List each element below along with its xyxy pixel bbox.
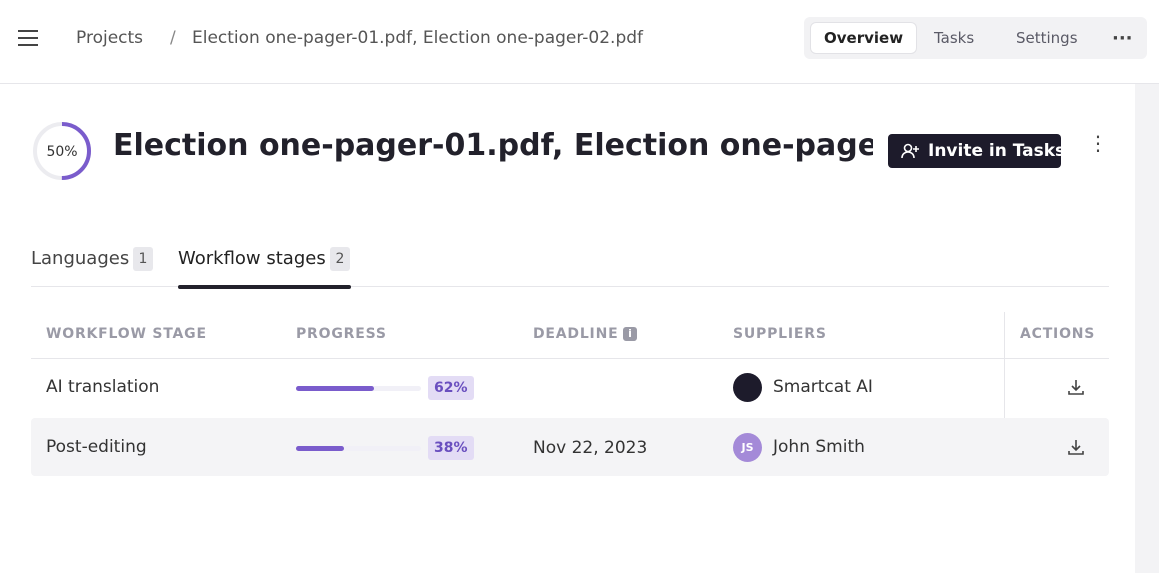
tab-count: 1 [133, 247, 153, 271]
column-divider [1004, 312, 1005, 476]
nav-tab[interactable]: Tasks [934, 29, 975, 47]
deadline: Nov 22, 2023 [533, 438, 648, 458]
progress-ring: 50% [33, 122, 91, 180]
project-title: Election one-pager-01.pdf, Election one-… [113, 128, 873, 163]
invite-button[interactable] [888, 134, 1061, 168]
progress-badge: 38% [428, 436, 474, 460]
download-button[interactable] [1067, 378, 1085, 396]
tab-count: 2 [330, 247, 350, 271]
download-button[interactable] [1067, 438, 1085, 456]
download-icon [1068, 380, 1084, 395]
kebab[interactable]: ⋮ [1088, 131, 1108, 155]
tab[interactable]: Workflow stages [178, 248, 326, 269]
menu-icon[interactable] [17, 29, 39, 47]
progress-arc [33, 122, 91, 180]
logo [733, 373, 762, 402]
more-button[interactable]: ··· [1112, 28, 1133, 49]
tabs-divider [31, 286, 1109, 287]
nav-tab[interactable]: Settings [1016, 29, 1078, 47]
nav-tab[interactable]: Overview [811, 23, 917, 53]
column-header: DEADLINE [533, 326, 619, 342]
progress-track [296, 446, 421, 451]
tab-indicator [178, 285, 351, 289]
breadcrumb-current: Election one-pager-01.pdf, Election one-… [192, 28, 644, 48]
invite-label: Invite in Tasks [928, 141, 1066, 161]
progress-badge: 62% [428, 376, 474, 400]
progress-fill [296, 446, 344, 451]
scrollbar [1135, 84, 1159, 573]
progress-fill [296, 386, 374, 391]
header [0, 0, 1159, 84]
progress-track [296, 386, 421, 391]
stage-name: AI translation [46, 377, 160, 397]
download-icon [1068, 440, 1084, 455]
stage-name: Post-editing [46, 437, 147, 457]
tab[interactable]: Languages [31, 248, 130, 269]
column-header: ACTIONS [1020, 326, 1096, 342]
user-plus-icon [901, 143, 919, 159]
column-header: PROGRESS [296, 326, 387, 342]
info-icon[interactable]: i [623, 327, 637, 341]
row-divider [31, 358, 1109, 359]
column-header: WORKFLOW STAGE [46, 326, 207, 342]
supplier: Smartcat AI [773, 377, 873, 397]
supplier: John Smith [773, 437, 865, 457]
progress-label: 50% [46, 144, 77, 160]
breadcrumb-link[interactable]: Projects [76, 28, 144, 48]
row-highlight [31, 418, 1109, 476]
column-header: SUPPLIERS [733, 326, 827, 342]
separator: / [170, 28, 176, 48]
avatar: JS [733, 433, 762, 462]
